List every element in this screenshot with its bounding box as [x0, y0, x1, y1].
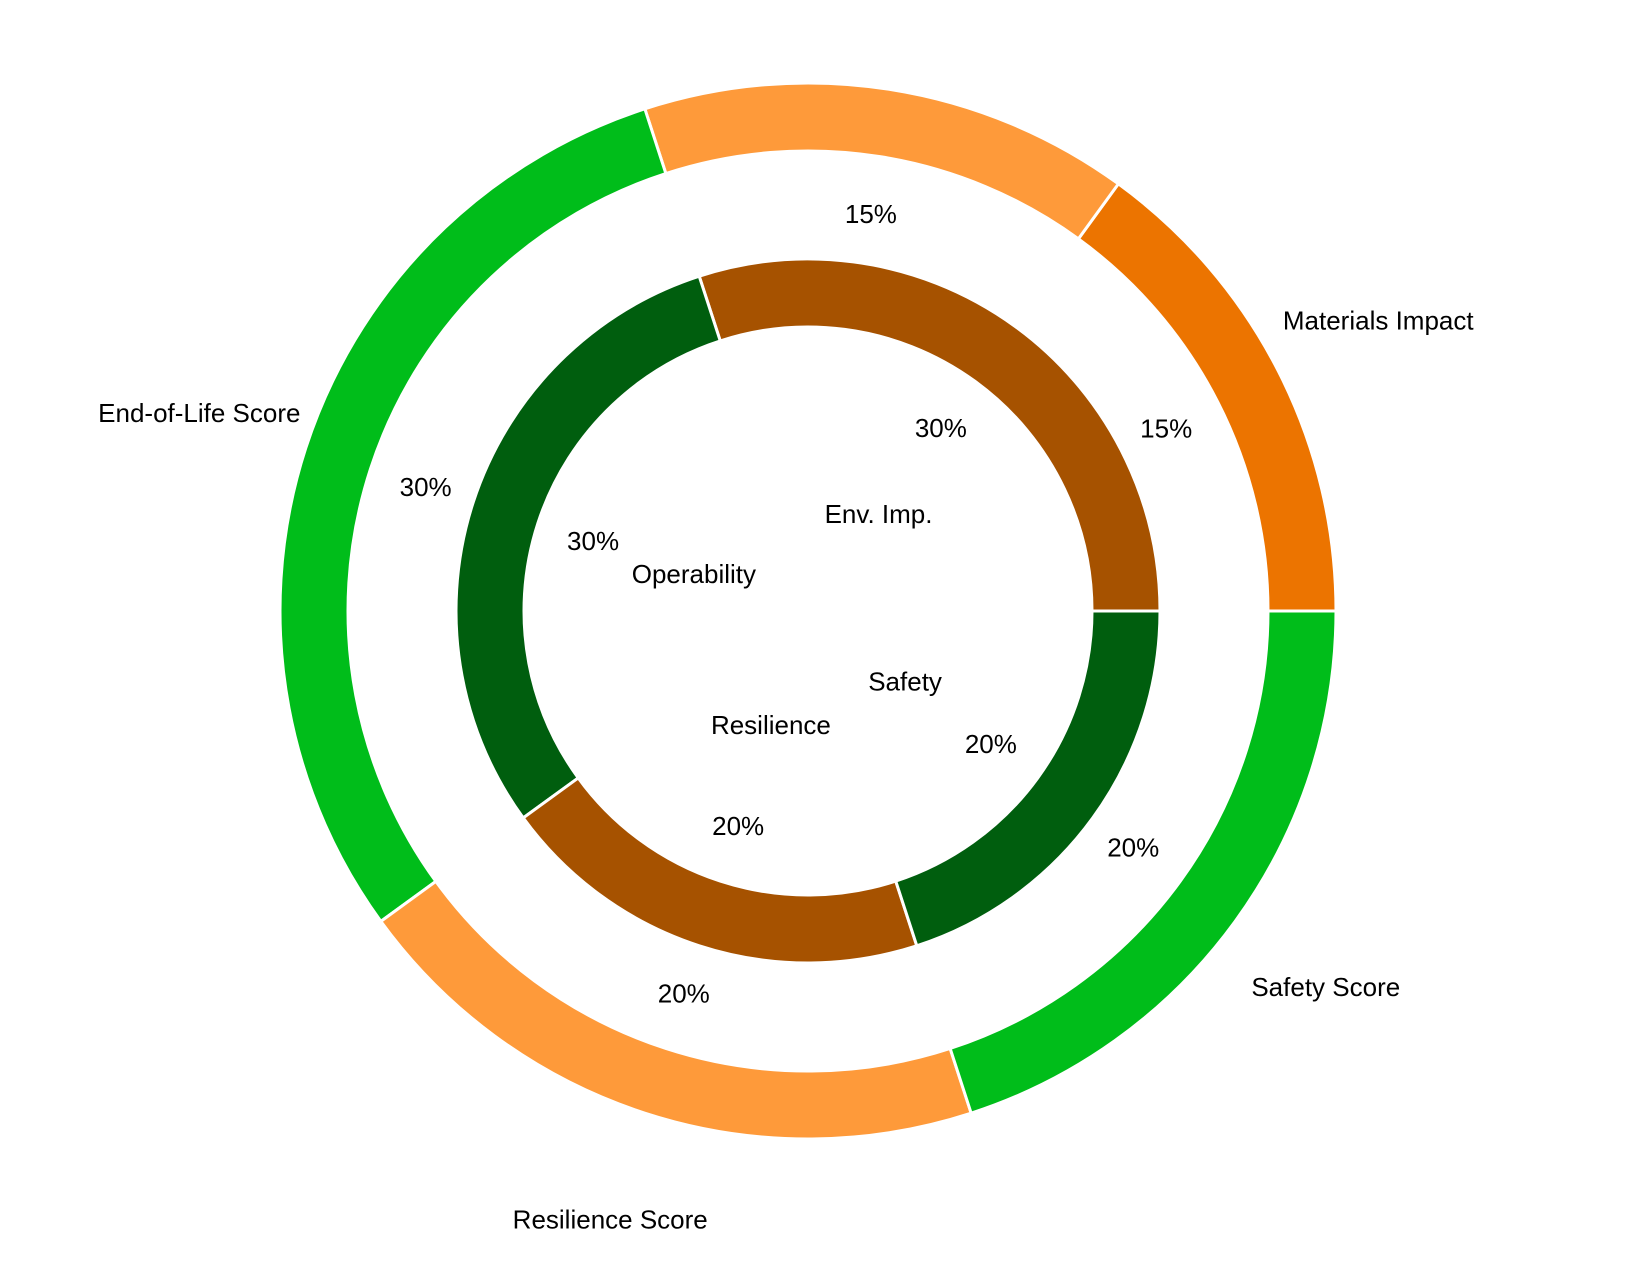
inner-name-label-safety: Safety: [868, 667, 942, 697]
outer-pct-label-resilience-score: 20%: [658, 978, 710, 1008]
outer-name-label-resilience-score: Resilience Score: [513, 1205, 708, 1235]
inner-pct-label-env-imp: 30%: [915, 413, 967, 443]
inner-pct-label-safety: 20%: [965, 729, 1017, 759]
inner-pct-label-operability: 30%: [567, 526, 619, 556]
outer-ring: [278, 81, 1338, 1141]
outer-pct-label-end-of-life-score: 30%: [400, 472, 452, 502]
outer-name-label-end-of-life-score: End-of-Life Score: [98, 398, 300, 428]
outer-pct-label-safety-score: 20%: [1107, 832, 1159, 862]
outer-pct-label-materials-impact: 15%: [1140, 413, 1192, 443]
outer-wedge-safety-score: [948, 609, 1338, 1116]
inner-name-label-resilience: Resilience: [711, 710, 831, 740]
inner-pct-label-resilience: 20%: [712, 811, 764, 841]
outer-pct-label-launcher-score: 15%: [845, 199, 897, 229]
inner-name-label-operability: Operability: [632, 559, 756, 589]
inner-name-label-env-imp: Env. Imp.: [825, 499, 933, 529]
inner-ring: [454, 257, 1162, 965]
outer-name-label-safety-score: Safety Score: [1251, 972, 1400, 1002]
outer-name-label-materials-impact: Materials Impact: [1283, 305, 1474, 335]
inner-wedge-safety: [893, 609, 1162, 948]
inner-wedge-resilience: [521, 775, 919, 965]
